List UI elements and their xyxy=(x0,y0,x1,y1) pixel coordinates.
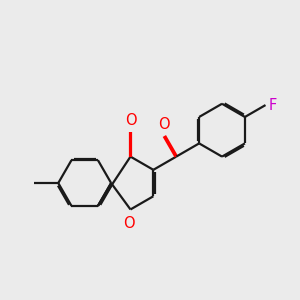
Text: F: F xyxy=(268,98,276,112)
Text: O: O xyxy=(123,216,135,231)
Text: O: O xyxy=(125,112,136,128)
Text: O: O xyxy=(158,117,170,132)
